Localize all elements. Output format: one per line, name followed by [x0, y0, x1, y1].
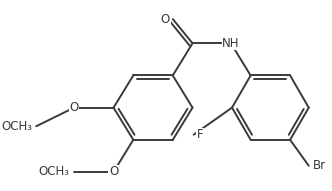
Text: NH: NH [222, 37, 240, 50]
Text: F: F [197, 128, 204, 141]
Text: O: O [161, 13, 170, 26]
Text: OCH₃: OCH₃ [1, 120, 32, 133]
Text: Br: Br [313, 159, 326, 172]
Text: O: O [109, 165, 118, 178]
Text: O: O [69, 101, 79, 114]
Text: OCH₃: OCH₃ [39, 165, 70, 178]
